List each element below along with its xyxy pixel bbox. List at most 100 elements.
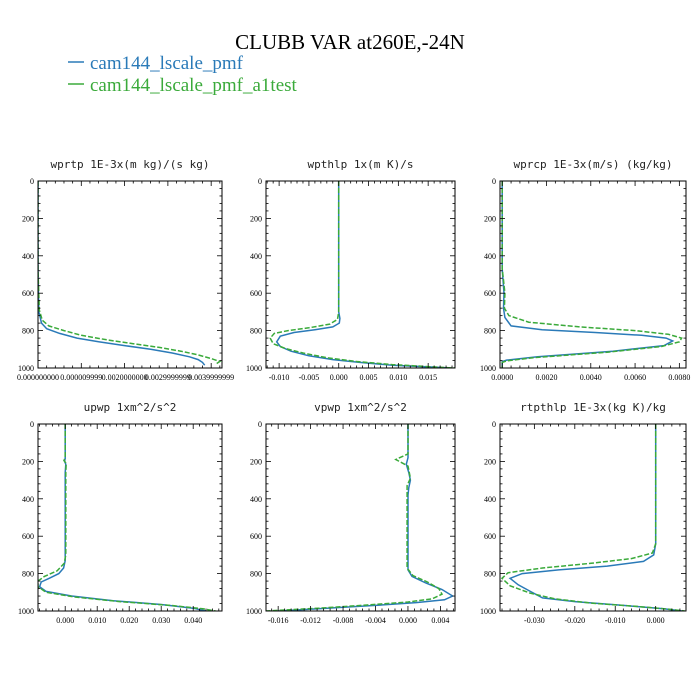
plot-frame [37, 180, 223, 369]
y-tick-label: 0 [258, 177, 262, 186]
legend: cam144_lscale_pmf cam144_lscale_pmf_a1te… [68, 53, 298, 96]
y-tick-label: 0 [492, 420, 496, 429]
panel-title: wprcp 1E-3x(m/s) (kg/kg) [514, 158, 673, 171]
series-group [266, 424, 455, 611]
series-line-pmf [278, 424, 455, 611]
series-group [501, 181, 683, 368]
x-tick-label: -0.010 [605, 616, 626, 625]
panel-title: wpthlp 1x(m K)/s [308, 158, 414, 171]
x-tick-label: 0.020 [120, 616, 138, 625]
series-group [38, 424, 216, 611]
y-tick-label: 1000 [18, 607, 34, 616]
panel-title: vpwp 1xm^2/s^2 [314, 401, 407, 414]
y-tick-label: 1000 [246, 607, 262, 616]
x-tick-label: 0.030 [152, 616, 170, 625]
y-tick-label: 800 [250, 327, 262, 336]
x-tick-label: 0.0020000000 [102, 373, 148, 382]
panel-5: vpwp 1xm^2/s^2 0 200 400 600 800 1000 -0.016 -0.… [246, 401, 456, 625]
x-tick-label: 0.000009999 [60, 373, 102, 382]
x-tick-label: -0.030 [524, 616, 545, 625]
x-tick-label: -0.005 [299, 373, 320, 382]
y-tick-label: 1000 [18, 364, 34, 373]
y-tick-label: 800 [22, 327, 34, 336]
x-tick-label: 0.000 [330, 373, 348, 382]
x-tick-label: 0.010 [389, 373, 407, 382]
y-tick-label: 0 [258, 420, 262, 429]
plot-frame [265, 423, 456, 612]
y-tick-label: 0 [30, 420, 34, 429]
y-tick-label: 200 [22, 214, 34, 223]
x-tick-label: -0.016 [268, 616, 289, 625]
panel-title: rtpthlp 1E-3x(kg K)/kg [520, 401, 666, 414]
series-group [38, 181, 222, 366]
series-line-a1test [500, 424, 685, 611]
x-tick-label: 0.015 [419, 373, 437, 382]
series-line-a1test [269, 181, 455, 368]
y-tick-label: 1000 [246, 364, 262, 373]
y-tick-label: 600 [484, 532, 496, 541]
panel-2: wpthlp 1x(m K)/s 0 200 400 600 800 1000 -0.010-… [246, 158, 456, 382]
x-tick-label: 0.005 [360, 373, 378, 382]
panel-6: rtpthlp 1E-3x(kg K)/kg 0 200 400 600 800 1000 -… [480, 401, 687, 625]
series-line-a1test [38, 181, 222, 365]
y-tick-label: 1000 [480, 607, 496, 616]
y-tick-label: 800 [484, 327, 496, 336]
x-tick-label: 0.000 [56, 616, 74, 625]
x-tick-label: 0.0080 [668, 373, 690, 382]
plot-frame [499, 180, 687, 369]
plot-frame [499, 423, 687, 612]
y-tick-label: 600 [22, 289, 34, 298]
x-tick-label: 0.000 [399, 616, 417, 625]
y-tick-label: 400 [250, 495, 262, 504]
series-line-pmf [501, 181, 675, 368]
x-tick-label: 0.0000 [491, 373, 513, 382]
series-line-a1test [501, 181, 683, 368]
y-tick-label: 200 [22, 457, 34, 466]
y-tick-label: 200 [250, 214, 262, 223]
y-tick-label: 800 [250, 570, 262, 579]
plot-frame [265, 180, 456, 369]
x-tick-label: -0.020 [564, 616, 585, 625]
series-line-pmf [275, 181, 450, 368]
panel-3: wprcp 1E-3x(m/s) (kg/kg) 0 200 400 600 800 100… [480, 158, 690, 382]
x-tick-label: 0.0060 [624, 373, 646, 382]
y-tick-label: 0 [492, 177, 496, 186]
x-tick-label: -0.012 [300, 616, 321, 625]
y-tick-label: 600 [250, 532, 262, 541]
series-group [269, 181, 455, 368]
panel-grid: wprtp 1E-3x(m kg)/(s kg) 0 200 400 600 800 100… [17, 158, 690, 625]
y-tick-label: 400 [484, 252, 496, 261]
panel-1: wprtp 1E-3x(m kg)/(s kg) 0 200 400 600 800 100… [17, 158, 234, 382]
y-tick-label: 1000 [480, 364, 496, 373]
y-tick-label: 400 [22, 252, 34, 261]
x-tick-label: 0.040 [184, 616, 202, 625]
x-tick-label: 0.0040 [580, 373, 602, 382]
x-tick-label: 0.004 [431, 616, 449, 625]
y-tick-label: 600 [22, 532, 34, 541]
x-tick-label: 0.000 [647, 616, 665, 625]
panel-title: wprtp 1E-3x(m kg)/(s kg) [51, 158, 210, 171]
panel-4: upwp 1xm^2/s^2 0 200 400 600 800 1000 0.000 0.01… [18, 401, 223, 625]
y-tick-label: 800 [484, 570, 496, 579]
panel-title: upwp 1xm^2/s^2 [84, 401, 177, 414]
y-tick-label: 400 [484, 495, 496, 504]
series-line-a1test [38, 424, 216, 611]
figure-title: CLUBB VAR at260E,-24N [235, 30, 465, 54]
x-tick-label: 0.010 [88, 616, 106, 625]
y-tick-label: 200 [484, 457, 496, 466]
plot-frame [37, 423, 223, 612]
x-tick-label: 0.000000000 [17, 373, 59, 382]
y-tick-label: 800 [22, 570, 34, 579]
y-tick-label: 0 [30, 177, 34, 186]
x-tick-label: -0.010 [269, 373, 290, 382]
x-tick-label: -0.008 [333, 616, 354, 625]
y-tick-label: 600 [484, 289, 496, 298]
x-tick-label: -0.004 [365, 616, 386, 625]
series-line-a1test [266, 424, 444, 611]
x-tick-label: 0.0029999999 [145, 373, 191, 382]
x-tick-label: 0.0020 [536, 373, 558, 382]
series-line-pmf [38, 181, 206, 366]
legend-label-1: cam144_lscale_pmf [90, 53, 244, 74]
legend-label-2: cam144_lscale_pmf_a1test [90, 75, 298, 96]
